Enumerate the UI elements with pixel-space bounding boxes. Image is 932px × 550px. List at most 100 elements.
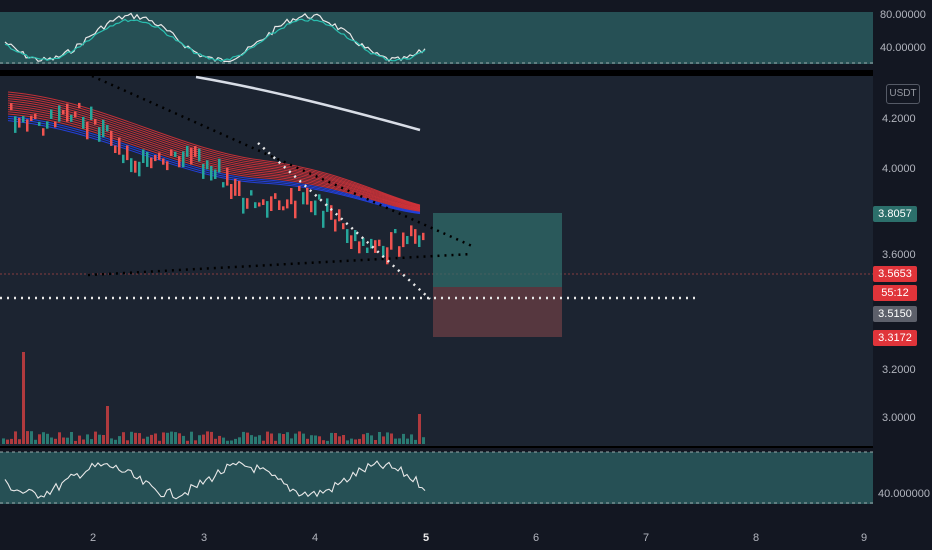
candle: [18, 117, 21, 128]
candle: [126, 145, 129, 161]
volume-bar: [126, 440, 129, 444]
volume-bar: [274, 440, 277, 444]
volume-bar: [350, 438, 353, 444]
volume-bar: [198, 435, 201, 444]
candle: [366, 247, 369, 253]
candle: [322, 210, 325, 228]
volume-bar: [246, 432, 249, 444]
candle: [350, 235, 353, 249]
candle: [94, 118, 97, 125]
candle: [286, 199, 289, 209]
candle: [318, 194, 321, 200]
candle: [102, 119, 105, 138]
candle: [338, 209, 341, 222]
volume-bar: [114, 439, 117, 444]
time-tick-6: 6: [533, 532, 539, 544]
volume-bar: [26, 431, 29, 444]
volume-bar: [62, 437, 65, 444]
volume-bar: [410, 434, 413, 444]
volume-bar: [18, 439, 21, 444]
volume-bar: [170, 431, 173, 444]
candle: [230, 184, 233, 199]
time-axis[interactable]: [0, 526, 873, 550]
volume-bar: [146, 436, 149, 444]
top-oscillator-signal: [4, 17, 426, 62]
candle: [30, 115, 33, 121]
volume-bar: [226, 440, 229, 444]
currency-button[interactable]: USDT: [886, 84, 920, 104]
time-tick-2: 2: [90, 532, 96, 544]
volume-bar: [286, 432, 289, 444]
volume-bar: [46, 433, 49, 444]
candle: [302, 192, 305, 205]
ribbon-line: [7, 102, 421, 209]
volume-bar: [238, 437, 241, 444]
candle: [54, 121, 57, 128]
candle: [214, 169, 217, 179]
volume-bar: [66, 437, 69, 444]
candle: [330, 205, 333, 220]
volume-bar: [382, 436, 385, 444]
candle: [422, 232, 425, 241]
candle: [278, 200, 281, 210]
volume-bar: [150, 434, 153, 444]
candle-countdown-tag: 55:12: [873, 285, 917, 301]
volume-bar: [278, 433, 281, 444]
candle: [222, 182, 225, 188]
candle: [370, 238, 373, 249]
volume-bar: [206, 431, 209, 444]
candle: [106, 124, 109, 132]
volume-bar: [186, 440, 189, 444]
candle: [154, 155, 157, 162]
candle: [58, 105, 61, 122]
top-osc-tick-40: 40.00000: [880, 42, 926, 54]
candle: [218, 158, 221, 173]
volume-bar: [22, 352, 25, 444]
candle: [178, 156, 181, 168]
candle: [282, 206, 285, 211]
volume-bar: [110, 438, 113, 444]
candle: [310, 201, 313, 213]
volume-bar: [42, 432, 45, 444]
volume-bar: [406, 438, 409, 444]
candle: [402, 232, 405, 248]
volume-bar: [78, 435, 81, 444]
volume-bar: [230, 440, 233, 444]
candle: [82, 116, 85, 129]
candle: [90, 106, 93, 120]
volume-bar: [302, 433, 305, 444]
candle: [346, 229, 349, 243]
volume-bar: [214, 438, 217, 444]
ribbon-line: [7, 120, 421, 215]
volume-bar: [414, 439, 417, 444]
volume-bar: [38, 434, 41, 444]
ribbon-line: [7, 98, 421, 208]
volume-bar: [266, 431, 269, 444]
volume-bar: [378, 432, 381, 444]
volume-bar: [90, 439, 93, 444]
volume-bar: [182, 435, 185, 444]
ribbon-line: [7, 91, 421, 206]
candle: [66, 103, 69, 122]
bottom-osc-tick-40: 40.000000: [878, 488, 930, 500]
time-tick-4: 4: [312, 532, 318, 544]
moving-average-line: [195, 75, 421, 132]
candle: [166, 161, 169, 171]
candle: [34, 113, 37, 120]
volume-bar: [218, 435, 221, 444]
volume-bar: [154, 433, 157, 444]
candle: [70, 114, 73, 122]
ribbon-line: [7, 93, 421, 207]
target-zone: [433, 213, 562, 287]
candle: [158, 152, 161, 160]
volume-bar: [6, 439, 9, 444]
volume-bar: [326, 440, 329, 444]
candle: [262, 199, 265, 205]
volume-bar: [390, 433, 393, 444]
candle: [398, 246, 401, 257]
price-panel: [0, 74, 873, 446]
candle: [334, 219, 337, 232]
time-tick-7: 7: [643, 532, 649, 544]
ribbon-line: [7, 100, 421, 209]
